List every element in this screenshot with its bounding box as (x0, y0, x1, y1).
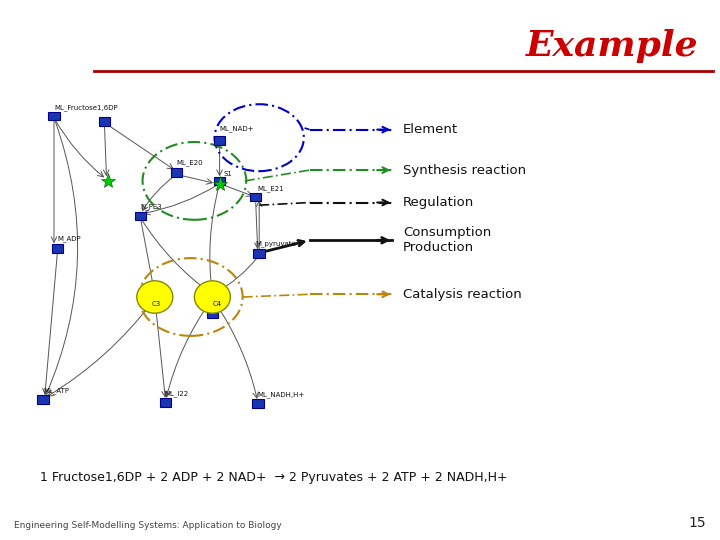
FancyBboxPatch shape (52, 244, 63, 253)
FancyBboxPatch shape (160, 398, 171, 407)
Text: 15: 15 (688, 516, 706, 530)
Text: 1 Fructose1,6DP + 2 ADP + 2 NAD+  → 2 Pyruvates + 2 ATP + 2 NADH,H+: 1 Fructose1,6DP + 2 ADP + 2 NAD+ → 2 Pyr… (40, 471, 508, 484)
Text: ML_E20: ML_E20 (176, 160, 203, 166)
Ellipse shape (194, 281, 230, 313)
Text: M_ADP: M_ADP (58, 235, 81, 242)
FancyBboxPatch shape (135, 212, 146, 220)
Text: Catalysis reaction: Catalysis reaction (403, 288, 522, 301)
FancyBboxPatch shape (214, 136, 225, 145)
Text: Engineering Self-Modelling Systems: Application to Biology: Engineering Self-Modelling Systems: Appl… (14, 521, 282, 530)
Text: ML_NAD+: ML_NAD+ (220, 126, 254, 132)
FancyBboxPatch shape (207, 309, 218, 318)
Text: Regulation: Regulation (403, 196, 474, 209)
Text: ML_Fructose1,6DP: ML_Fructose1,6DP (54, 104, 117, 111)
FancyBboxPatch shape (48, 112, 60, 120)
Text: C3: C3 (151, 301, 161, 307)
FancyBboxPatch shape (214, 177, 225, 185)
Text: M_pyruvate: M_pyruvate (256, 241, 297, 247)
Text: ML_ATP: ML_ATP (43, 388, 69, 394)
FancyBboxPatch shape (252, 399, 264, 408)
FancyBboxPatch shape (253, 249, 265, 258)
Text: S1: S1 (223, 171, 232, 177)
Text: Synthesis reaction: Synthesis reaction (403, 164, 526, 177)
Text: Example: Example (526, 29, 698, 63)
FancyBboxPatch shape (250, 193, 261, 201)
Text: N_PE3: N_PE3 (140, 202, 162, 210)
FancyBboxPatch shape (37, 395, 49, 404)
FancyBboxPatch shape (171, 168, 182, 177)
Text: ML_NADH,H+: ML_NADH,H+ (257, 391, 305, 398)
Text: C4: C4 (212, 301, 222, 307)
Text: ML_E21: ML_E21 (258, 185, 284, 192)
Ellipse shape (137, 281, 173, 313)
FancyBboxPatch shape (99, 117, 110, 126)
Text: Element: Element (403, 123, 459, 136)
Text: ML_I22: ML_I22 (164, 390, 189, 397)
Text: Consumption
Production: Consumption Production (403, 226, 492, 254)
